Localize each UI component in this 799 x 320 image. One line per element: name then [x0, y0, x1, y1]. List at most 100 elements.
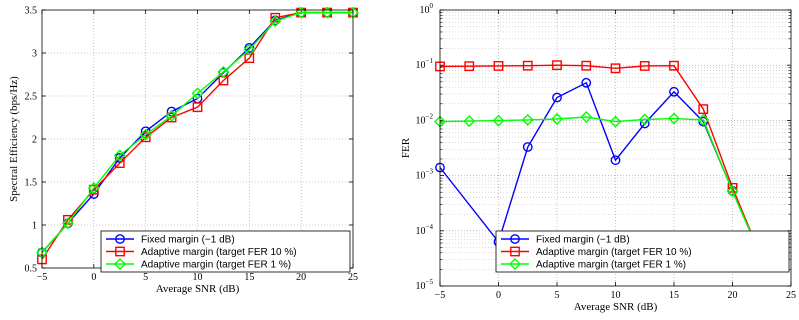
data-point	[639, 61, 650, 71]
data-point	[698, 104, 709, 115]
legend-marker	[115, 246, 125, 257]
legend-item: Adaptive margin (target FER 10 %)	[106, 246, 297, 258]
y-tick-base: 10	[416, 115, 426, 126]
y-tick-label: 3.5	[25, 6, 38, 17]
x-tick-label: 20	[296, 272, 306, 283]
data-point	[521, 113, 534, 126]
data-point	[638, 113, 651, 126]
plot-frame	[439, 9, 792, 287]
x-tick-label: 25	[786, 290, 796, 301]
data-point	[165, 109, 178, 122]
data-point	[139, 128, 152, 141]
y-tick-label: 10−4	[416, 223, 434, 237]
x-tick-label: 25	[348, 272, 358, 283]
y-tick-label: 100	[420, 2, 434, 16]
data-point	[493, 61, 504, 71]
x-tick-label: 5	[555, 290, 560, 301]
data-point	[321, 6, 334, 19]
x-tick-label: 20	[728, 290, 738, 301]
legend-label: Adaptive margin (target FER 10 %)	[536, 247, 692, 258]
legend-label: Adaptive margin (target FER 1 %)	[141, 260, 291, 271]
y-tick-exponent: −5	[426, 278, 434, 286]
y-tick-label: 1	[32, 221, 37, 232]
x-tick-label: −5	[435, 290, 446, 301]
chart-1: −5 0 5 10 15 20 25 0.5 1 1.5 2 2.5 3 3.5 Average SNR (…	[8, 6, 359, 295]
data-point	[610, 63, 621, 74]
data-point	[610, 155, 621, 166]
data-point	[726, 185, 739, 198]
series-line	[41, 11, 353, 253]
x-axis-label: Average SNR (dB)	[156, 283, 240, 295]
legend-box	[100, 230, 351, 273]
legend-item: Adaptive margin (target FER 1 %)	[106, 258, 291, 271]
series-3	[36, 6, 359, 259]
y-tick-base: 10	[416, 60, 426, 71]
data-point	[113, 149, 126, 162]
y-tick-exponent: −1	[426, 57, 434, 65]
y-tick-exponent: −2	[426, 112, 434, 120]
legend-label: Adaptive margin (target FER 1 %)	[536, 260, 686, 271]
legend-label: Adaptive margin (target FER 10 %)	[141, 247, 297, 258]
data-point	[522, 60, 533, 71]
data-point	[669, 60, 679, 71]
legend-marker	[509, 258, 521, 270]
y-tick-exponent: −4	[426, 223, 434, 231]
data-point	[269, 15, 282, 28]
data-point	[551, 113, 563, 125]
y-tick-base: 10	[416, 226, 426, 237]
data-point	[217, 65, 230, 78]
legend-item: Adaptive margin (target FER 1 %)	[501, 258, 686, 271]
data-point	[243, 43, 256, 56]
y-axis-label: Spectral Efficiency (bps/Hz)	[8, 76, 20, 202]
y-tick-label: 2.5	[25, 92, 38, 103]
y-tick-label: 10−1	[416, 57, 434, 71]
data-point	[697, 113, 710, 126]
data-point	[192, 102, 203, 113]
x-tick-label: 10	[611, 290, 621, 301]
y-tick-label: 0.5	[25, 264, 38, 275]
legend-label: Fixed margin (−1 dB)	[141, 235, 235, 246]
series-3	[434, 111, 768, 265]
y-axis-label: FER	[400, 137, 412, 158]
legend-marker	[115, 234, 125, 244]
y-tick-base: 10	[416, 281, 426, 292]
y-tick-label: 10−2	[416, 112, 434, 126]
data-point	[552, 92, 562, 103]
data-point	[295, 6, 308, 19]
legend-marker	[510, 234, 520, 244]
legend-item: Fixed margin (−1 dB)	[501, 234, 630, 246]
y-tick-base: 10	[420, 5, 430, 16]
data-point	[191, 87, 204, 100]
x-tick-label: 10	[193, 272, 203, 283]
data-point	[581, 77, 592, 88]
legend-box	[495, 230, 790, 273]
data-point	[114, 158, 125, 168]
x-tick-label: 0	[91, 272, 96, 283]
data-point	[609, 115, 622, 128]
x-tick-label: −5	[37, 272, 48, 283]
legend: Fixed margin (−1 dB)Adaptive margin (tar…	[495, 230, 790, 273]
y-tick-label: 1.5	[25, 178, 38, 189]
data-point	[492, 114, 505, 127]
data-point	[114, 153, 125, 163]
legend-item: Adaptive margin (target FER 10 %)	[501, 246, 692, 258]
data-point	[552, 60, 562, 71]
x-axis-label: Average SNR (dB)	[574, 301, 658, 313]
y-tick-exponent: 0	[430, 2, 434, 10]
x-tick-label: 15	[669, 290, 679, 301]
x-tick-label: 0	[496, 290, 501, 301]
data-point	[581, 60, 592, 71]
data-point	[669, 86, 679, 97]
y-tick-label: 10−3	[416, 168, 434, 182]
legend: Fixed margin (−1 dB)Adaptive margin (tar…	[100, 230, 351, 273]
chart-2: −5 0 5 10 15 20 2510010−110−210−310−410−5Avera…	[400, 2, 796, 313]
y-tick-label: 10−5	[416, 278, 434, 292]
legend-item: Fixed margin (−1 dB)	[106, 234, 235, 246]
data-point	[61, 217, 74, 230]
data-point	[87, 182, 100, 195]
x-tick-label: 15	[244, 272, 254, 283]
data-point	[580, 111, 593, 124]
legend-marker	[114, 258, 126, 270]
legend-marker	[510, 246, 520, 257]
